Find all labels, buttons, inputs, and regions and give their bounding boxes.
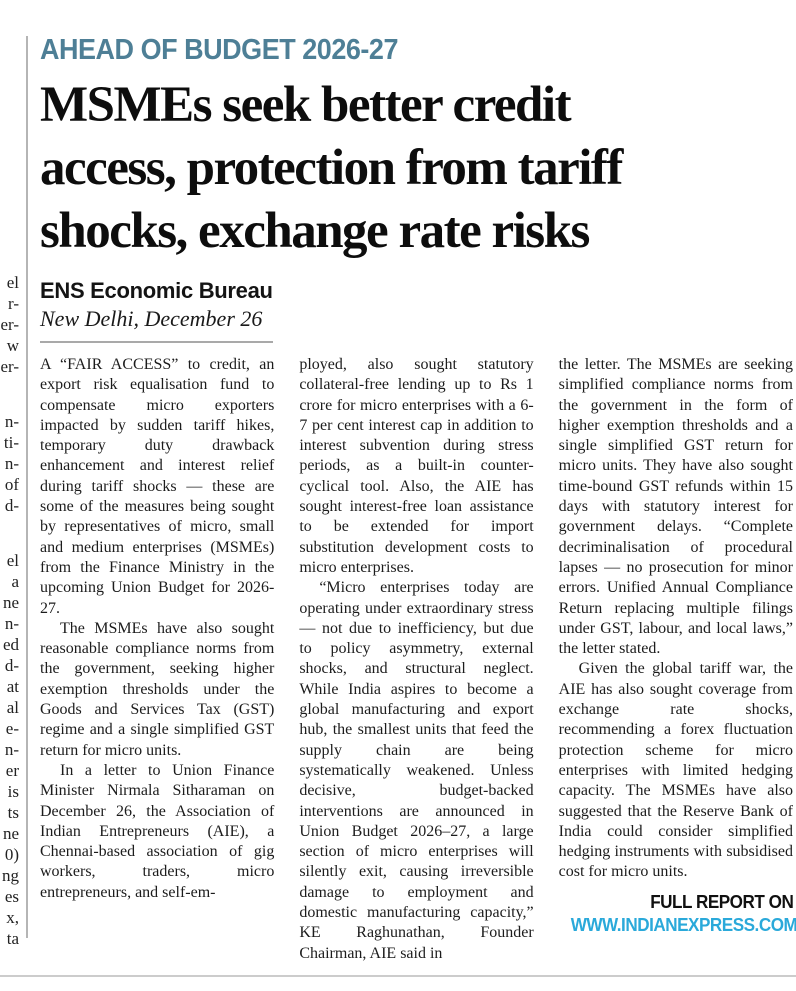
fragment-group: n-ti-n-of d- xyxy=(0,411,19,516)
website-url: WWW.INDIANEXPRESS.COM xyxy=(570,914,796,935)
paragraph: In a letter to Union Finance Minister Ni… xyxy=(40,761,275,901)
column-fragment: n- xyxy=(4,412,19,431)
column-fragment: d- xyxy=(4,656,19,675)
paragraph: A “FAIR ACCESS” to credit, an export ris… xyxy=(40,356,275,617)
column-fragment: at xyxy=(6,677,19,696)
paragraph: “Micro enterprises today are operating u… xyxy=(299,579,534,962)
column-fragment: d- xyxy=(4,496,19,515)
article-column-3: the letter. The MSMEs are seeking simpli… xyxy=(558,355,796,964)
article-column-1: A “FAIR ACCESS” to credit, an export ris… xyxy=(40,355,274,964)
column-fragment: ne xyxy=(2,593,19,612)
column-fragment: 0) xyxy=(4,845,19,864)
column-fragment: n- xyxy=(4,614,19,633)
column-fragment: of xyxy=(4,475,19,494)
headline: MSMEs seek better credit access, protect… xyxy=(40,74,793,263)
paragraph: the letter. The MSMEs are seeking simpli… xyxy=(558,356,793,658)
column-fragment: er- xyxy=(0,357,19,376)
full-report-pointer: FULL REPORT ON WWW.INDIANEXPRESS.COM xyxy=(570,891,796,937)
byline: ENS Economic Bureau New Delhi, December … xyxy=(40,278,793,343)
column-fragment: n- xyxy=(4,454,19,473)
article: AHEAD OF BUDGET 2026-27 MSMEs seek bette… xyxy=(40,34,796,964)
kicker-label: AHEAD OF BUDGET 2026-27 xyxy=(40,34,398,66)
column-fragment: es xyxy=(4,887,19,906)
column-fragment: a xyxy=(11,572,19,591)
full-report-label: FULL REPORT ON xyxy=(649,891,794,912)
byline-author: ENS Economic Bureau xyxy=(40,278,273,303)
column-fragment: ts xyxy=(7,803,19,822)
article-column-2: ployed, also sought statutory collateral… xyxy=(299,355,533,964)
column-fragment: er- xyxy=(0,315,19,334)
headline-line-2: access, protection from tariff xyxy=(40,140,623,196)
column-fragment: n- xyxy=(4,740,19,759)
paragraph: The MSMEs have also sought reasonable co… xyxy=(40,619,275,759)
adjacent-column-fragments: el r-er-w er- n-ti-n-of d- el a ne n-ed d-at al e… xyxy=(0,272,19,949)
column-fragment: ta xyxy=(6,929,19,948)
column-fragment: is xyxy=(7,782,19,801)
column-fragment: w xyxy=(6,336,19,355)
fragment-group: el a ne n-ed d-at al e-n-er is ts ne 0) ng es x, ta xyxy=(0,550,19,949)
column-fragment: ng xyxy=(2,866,19,885)
column-fragment: el xyxy=(6,273,19,292)
column-fragment: er xyxy=(5,761,19,780)
column-separator-line xyxy=(26,36,28,938)
byline-rule xyxy=(40,341,273,343)
paragraph: Given the global tariff war, the AIE has… xyxy=(558,660,793,881)
bottom-fold-line xyxy=(0,975,796,977)
column-fragment: al xyxy=(6,698,19,717)
column-fragment: ed xyxy=(2,635,19,654)
headline-line-3: shocks, exchange rate risks xyxy=(40,203,590,259)
column-fragment: ti- xyxy=(3,433,19,452)
byline-dateline: New Delhi, December 26 xyxy=(40,306,263,331)
headline-line-1: MSMEs seek better credit xyxy=(40,77,572,133)
article-body: A “FAIR ACCESS” to credit, an export ris… xyxy=(40,355,796,964)
paragraph: ployed, also sought statutory collateral… xyxy=(299,356,534,576)
column-fragment: r- xyxy=(8,294,19,313)
column-fragment: e- xyxy=(5,719,19,738)
fragment-group: el r-er-w er- xyxy=(0,272,19,377)
column-fragment: el xyxy=(6,551,19,570)
column-fragment: x, xyxy=(6,908,19,927)
column-fragment: ne xyxy=(2,824,19,843)
